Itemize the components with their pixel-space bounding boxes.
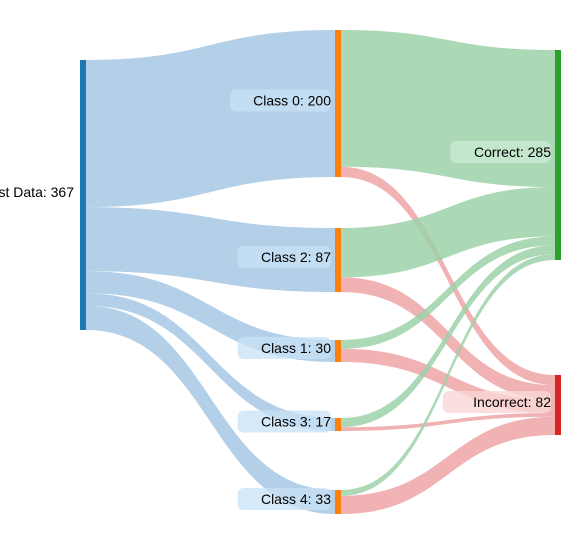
label-class4: Class 4: 33 — [261, 491, 331, 507]
label-correct: Correct: 285 — [474, 144, 551, 160]
flow-class4-to-incorrect — [341, 417, 555, 514]
node-class0 — [335, 30, 341, 177]
label-class3: Class 3: 17 — [261, 414, 331, 430]
node-source — [80, 60, 86, 330]
node-incorrect — [555, 375, 561, 435]
label-class1: Class 1: 30 — [261, 340, 331, 356]
node-class3 — [335, 418, 341, 431]
node-class4 — [335, 490, 341, 514]
label-incorrect: Incorrect: 82 — [473, 394, 551, 410]
node-correct — [555, 50, 561, 260]
node-class1 — [335, 340, 341, 362]
flow-source-to-class4 — [86, 306, 335, 514]
flow-class0-to-correct — [341, 30, 555, 187]
node-class2 — [335, 228, 341, 292]
label-class2: Class 2: 87 — [261, 249, 331, 265]
label-class0: Class 0: 200 — [253, 93, 331, 109]
label-source: Test Data: 367 — [0, 184, 74, 200]
flow-source-to-class0 — [86, 30, 335, 207]
sankey-diagram: Test Data: 367 Class 0: 200 Class 2: 87 Cla… — [0, 0, 585, 550]
